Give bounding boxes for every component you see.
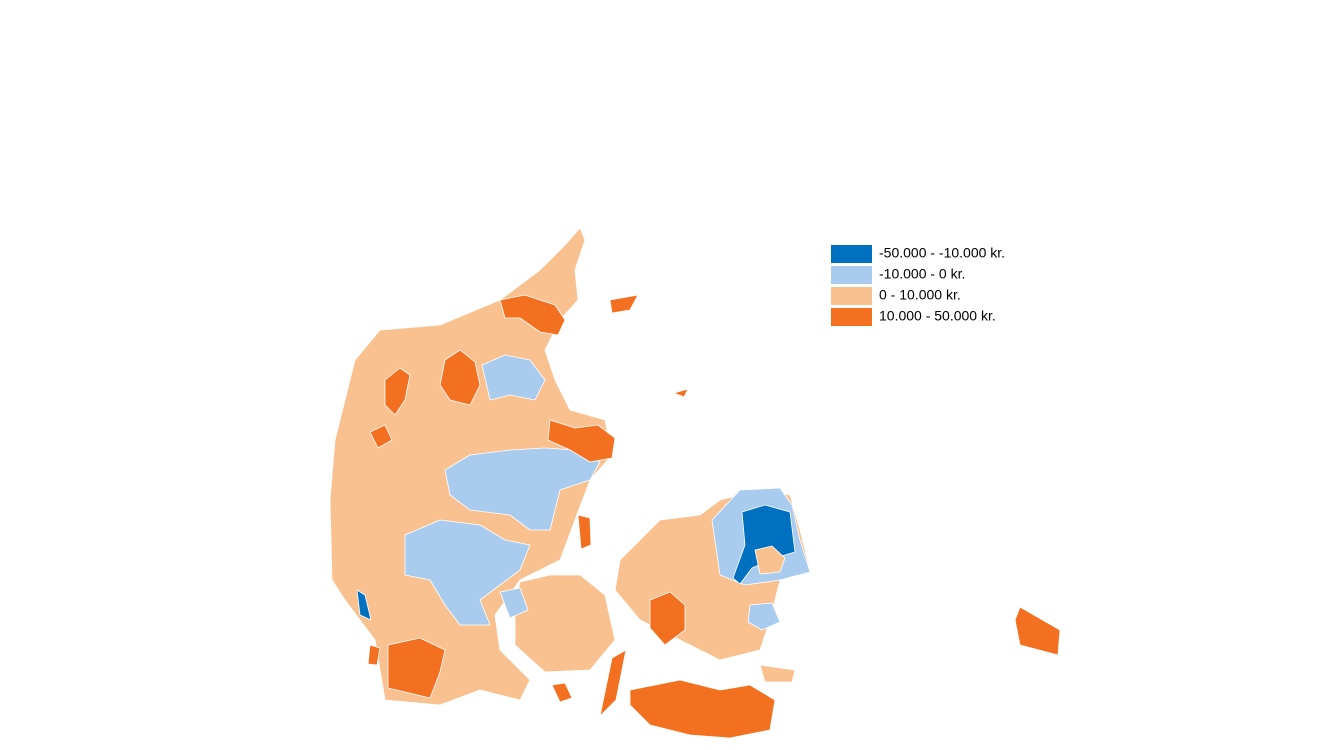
map-regions <box>329 227 1061 739</box>
region <box>356 589 372 621</box>
region <box>439 349 481 406</box>
region <box>649 591 686 646</box>
legend-swatch <box>831 287 872 305</box>
region <box>404 519 531 626</box>
region <box>577 514 592 550</box>
region <box>747 602 781 631</box>
region <box>514 574 616 673</box>
legend-label: -10.000 - 0 kr. <box>879 266 965 282</box>
legend-label: 0 - 10.000 kr. <box>879 287 961 303</box>
region <box>759 664 796 683</box>
region <box>387 637 446 699</box>
region <box>629 679 776 739</box>
region <box>1014 606 1061 656</box>
region <box>499 587 529 619</box>
region <box>367 644 381 666</box>
region <box>599 649 627 717</box>
region <box>609 294 639 314</box>
legend-label: -50.000 - -10.000 kr. <box>879 245 1005 261</box>
legend: -50.000 - -10.000 kr. -10.000 - 0 kr. 0 - … <box>831 245 1005 326</box>
region <box>499 294 566 336</box>
region <box>481 354 546 401</box>
legend-swatch <box>831 266 872 284</box>
legend-swatch <box>831 308 872 326</box>
region <box>754 545 786 575</box>
region <box>444 447 601 531</box>
region <box>547 419 616 463</box>
legend-label: 10.000 - 50.000 kr. <box>879 308 996 324</box>
region <box>551 682 573 703</box>
region <box>369 424 393 449</box>
legend-swatch <box>831 245 872 263</box>
region <box>384 367 411 416</box>
region <box>673 388 689 398</box>
